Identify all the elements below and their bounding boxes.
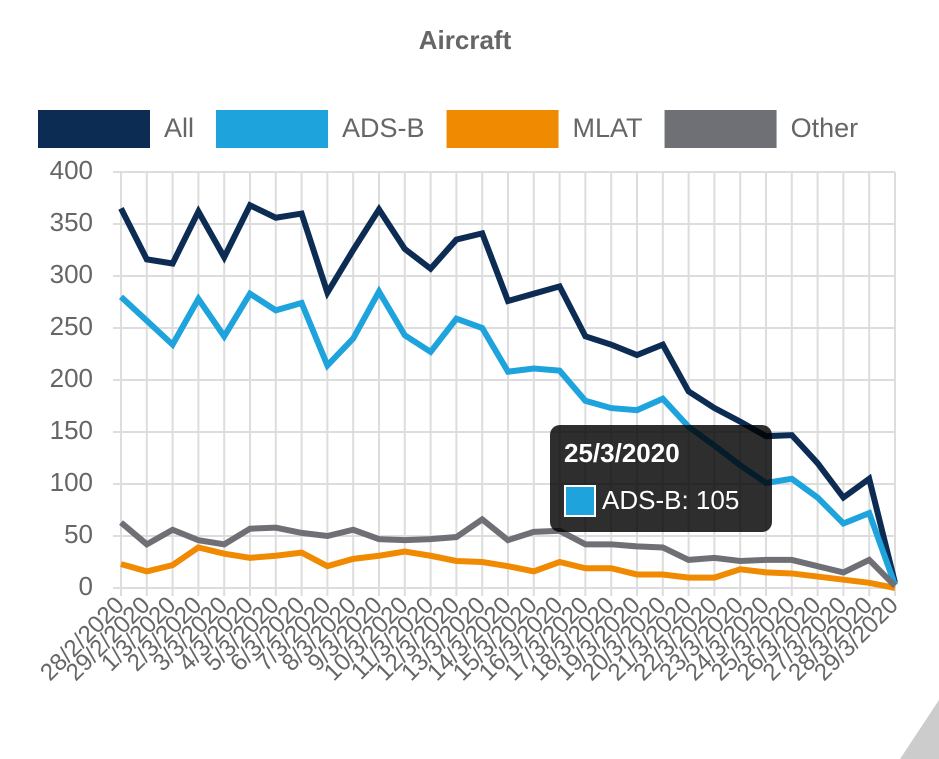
y-tick-label: 350: [50, 207, 93, 237]
legend-label: MLAT: [573, 113, 643, 143]
resize-corner[interactable]: [900, 700, 939, 759]
legend-label: ADS-B: [342, 113, 425, 143]
tooltip-swatch: [564, 485, 596, 517]
y-tick-label: 300: [50, 259, 93, 289]
y-tick-label: 250: [50, 311, 93, 341]
y-tick-label: 150: [50, 415, 93, 445]
y-tick-label: 200: [50, 363, 93, 393]
series-line: [119, 515, 898, 589]
chart-title: Aircraft: [419, 25, 512, 55]
tooltip-text: ADS-B: 105: [602, 485, 739, 515]
y-tick-label: 400: [50, 155, 93, 185]
legend-swatch: [664, 110, 777, 148]
legend-swatch: [216, 110, 329, 148]
legend: All ADS-B MLAT Other: [38, 110, 858, 148]
series-line: [120, 544, 896, 591]
tooltip-title: 25/3/2020: [564, 438, 680, 468]
legend-label: Other: [791, 113, 859, 143]
y-tick-label: 0: [79, 571, 93, 601]
y-tick-label: 50: [64, 519, 93, 549]
tooltip: 25/3/2020 ADS-B: 105: [550, 425, 772, 532]
y-tick-label: 100: [50, 467, 93, 497]
tooltip-box: [550, 425, 772, 532]
legend-label: All: [164, 113, 194, 143]
legend-swatch: [38, 110, 150, 148]
legend-swatch: [446, 110, 559, 148]
